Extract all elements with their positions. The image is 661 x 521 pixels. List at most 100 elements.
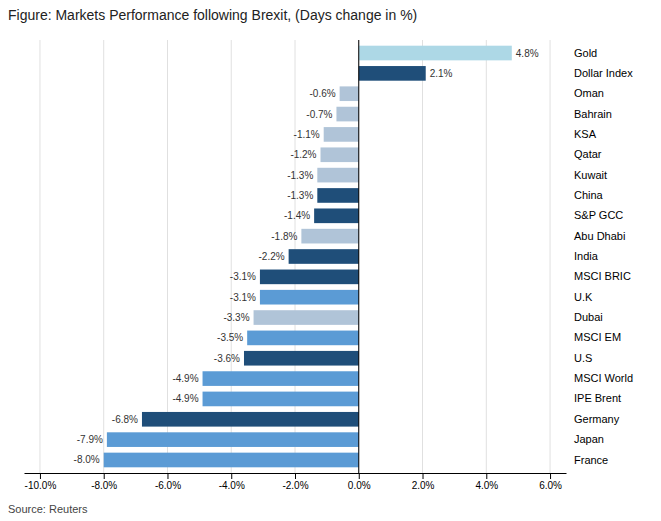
x-tick-label: -2.0% xyxy=(282,480,308,491)
grid-line xyxy=(486,40,487,473)
x-tick-label: -10.0% xyxy=(25,480,57,491)
y-tick: MSCI EM xyxy=(566,331,621,343)
category-label: Qatar xyxy=(574,148,602,160)
x-tick-label: 4.0% xyxy=(475,480,498,491)
grid-line xyxy=(167,40,168,473)
data-label: -0.6% xyxy=(310,88,336,99)
x-tick-mark xyxy=(167,473,168,479)
x-tick-mark xyxy=(231,473,232,479)
data-label: -3.3% xyxy=(223,312,249,323)
x-tick: 0.0% xyxy=(348,473,371,491)
y-tick: Dubai xyxy=(566,311,603,323)
data-label: -1.3% xyxy=(287,190,313,201)
x-tick-label: -6.0% xyxy=(155,480,181,491)
data-label: -2.2% xyxy=(258,251,284,262)
y-tick: Qatar xyxy=(566,148,602,160)
bar xyxy=(260,270,359,285)
y-tick: MSCI BRIC xyxy=(566,270,631,282)
x-axis: -10.0% -8.0% -6.0% -4.0% -2.0% 0.0% 2.0% 4.0% 6.… xyxy=(25,473,567,491)
bar xyxy=(244,351,359,366)
y-tick: Bahrain xyxy=(566,108,612,120)
bars xyxy=(104,46,512,468)
y-tick: Oman xyxy=(566,87,604,99)
grid-line xyxy=(422,40,423,473)
x-tick-mark xyxy=(486,473,487,479)
category-label: KSA xyxy=(574,128,597,140)
category-label: U.S xyxy=(574,352,592,364)
grid-line xyxy=(103,40,104,473)
bar xyxy=(359,46,512,61)
bar xyxy=(289,249,359,264)
category-label: Dubai xyxy=(574,311,603,323)
category-label: Abu Dhabi xyxy=(574,230,625,242)
category-label: MSCI BRIC xyxy=(574,270,631,282)
bar xyxy=(142,412,359,427)
y-tick: India xyxy=(566,250,599,262)
bar xyxy=(254,310,359,325)
x-tick-mark xyxy=(550,473,551,479)
category-label: Oman xyxy=(574,87,604,99)
data-label: -3.1% xyxy=(230,292,256,303)
x-tick-label: 0.0% xyxy=(348,480,371,491)
bar xyxy=(104,453,359,468)
y-tick: France xyxy=(566,453,608,465)
source: Source: Reuters xyxy=(8,503,88,515)
x-tick-mark xyxy=(423,473,424,479)
y-tick: Dollar Index xyxy=(566,67,633,79)
data-label: 2.1% xyxy=(430,68,453,79)
bar xyxy=(321,147,359,162)
data-label: -1.2% xyxy=(290,149,316,160)
bar xyxy=(324,127,359,142)
x-tick-mark xyxy=(359,473,360,479)
bar xyxy=(314,208,359,223)
bar xyxy=(317,188,358,203)
category-label: U.K xyxy=(574,291,593,303)
category-label: India xyxy=(574,250,599,262)
bar xyxy=(317,168,358,183)
title: Figure: Markets Performance following Br… xyxy=(8,7,417,23)
data-label: -1.4% xyxy=(284,210,310,221)
x-tick-mark xyxy=(40,473,41,479)
data-label: -1.1% xyxy=(294,129,320,140)
y-tick: Japan xyxy=(566,433,604,445)
baseline xyxy=(358,40,359,473)
grid-line xyxy=(550,40,551,473)
y-tick: MSCI World xyxy=(566,372,633,384)
bar xyxy=(247,331,359,346)
x-tick: -10.0% xyxy=(25,473,57,491)
chart: Figure: Markets Performance following Br… xyxy=(0,0,661,521)
x-tick-label: 6.0% xyxy=(539,480,562,491)
grid-line xyxy=(231,40,232,473)
grid-line xyxy=(39,40,40,473)
data-label: 4.8% xyxy=(516,48,539,59)
bar xyxy=(260,290,359,305)
data-label: -4.9% xyxy=(172,373,198,384)
category-label: France xyxy=(574,453,608,465)
grid-line xyxy=(358,40,359,473)
y-tick: S&P GCC xyxy=(566,209,623,221)
x-tick-label: -8.0% xyxy=(91,480,117,491)
category-label: MSCI World xyxy=(574,372,633,384)
category-label: Kuwait xyxy=(574,169,607,181)
y-tick: U.S xyxy=(566,352,592,364)
x-tick-label: -4.0% xyxy=(219,480,245,491)
y-tick: Kuwait xyxy=(566,169,607,181)
data-label: -6.8% xyxy=(112,414,138,425)
y-tick: U.K xyxy=(566,291,593,303)
data-label: -0.7% xyxy=(306,109,332,120)
x-tick-label: 2.0% xyxy=(412,480,435,491)
bar xyxy=(301,229,358,244)
y-tick: Gold xyxy=(566,47,597,59)
bar xyxy=(107,432,359,447)
category-label: Gold xyxy=(574,47,597,59)
y-axis: Gold Dollar Index Oman Bahrain KSA Qatar Kuwai… xyxy=(566,47,633,466)
data-label: -3.5% xyxy=(217,332,243,343)
x-tick: -6.0% xyxy=(155,473,181,491)
y-tick: Germany xyxy=(566,413,620,425)
category-label: Bahrain xyxy=(574,108,612,120)
bar xyxy=(340,86,359,101)
data-label: -7.9% xyxy=(77,434,103,445)
category-label: Dollar Index xyxy=(574,67,633,79)
data-label: -3.1% xyxy=(230,271,256,282)
y-tick: KSA xyxy=(566,128,597,140)
